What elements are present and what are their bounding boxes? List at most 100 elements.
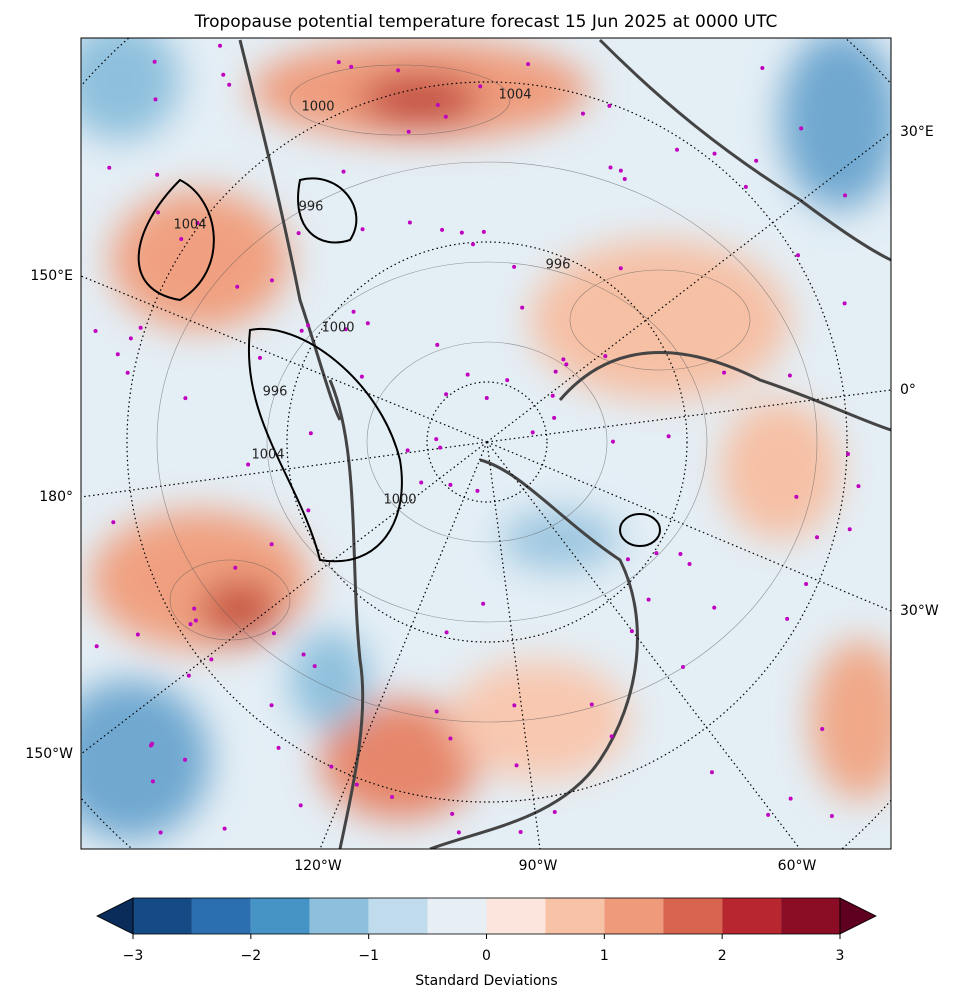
station-marker: [788, 796, 793, 801]
colorbar-segment: [722, 898, 782, 934]
station-marker: [186, 673, 191, 678]
colorbar-segment: [427, 898, 487, 934]
station-marker: [135, 632, 140, 637]
station-marker: [709, 770, 714, 775]
station-marker: [678, 552, 683, 557]
meridian: [319, 441, 488, 849]
station-marker: [179, 236, 184, 241]
station-marker: [514, 763, 519, 768]
station-marker: [530, 430, 535, 435]
contour-label: 1004: [251, 448, 284, 463]
station-marker: [475, 488, 480, 493]
graticule-label: 60°W: [778, 858, 817, 874]
meridian: [81, 441, 488, 498]
graticule-label: 180°: [39, 489, 73, 505]
station-marker: [526, 62, 531, 67]
station-marker: [465, 372, 470, 377]
station-marker: [552, 809, 557, 814]
station-marker: [434, 709, 439, 714]
station-marker: [257, 355, 262, 360]
station-marker: [94, 644, 99, 649]
colorbar-extend-under: [96, 897, 134, 935]
station-marker: [271, 631, 276, 636]
station-marker: [306, 508, 311, 513]
station-marker: [235, 284, 240, 289]
map-frame: [80, 37, 892, 850]
colorbar-segment: [781, 898, 840, 934]
station-marker: [246, 462, 251, 467]
station-marker: [435, 342, 440, 347]
station-marker: [115, 352, 120, 357]
graticule-label: 90°W: [519, 858, 558, 874]
station-marker: [470, 242, 475, 247]
station-marker: [609, 734, 614, 739]
colorbar-tick-label: −2: [241, 948, 262, 964]
station-marker: [444, 630, 449, 635]
colorbar-label: Standard Deviations: [415, 973, 557, 989]
station-marker: [329, 764, 334, 769]
station-marker: [351, 309, 356, 314]
station-marker: [552, 415, 557, 420]
meridian: [486, 441, 891, 612]
coastlines: [238, 38, 891, 849]
station-marker: [829, 814, 834, 819]
station-marker: [349, 64, 354, 69]
station-marker: [815, 535, 820, 540]
colorbar-tick-label: 3: [836, 948, 845, 964]
station-marker: [448, 482, 453, 487]
graticule-label: 150°W: [25, 746, 73, 762]
pressure-contours: [137, 177, 661, 563]
station-marker: [299, 328, 304, 333]
station-marker: [856, 484, 861, 489]
station-marker: [520, 305, 525, 310]
station-marker: [343, 327, 348, 332]
station-marker: [589, 702, 594, 707]
station-marker: [687, 561, 692, 566]
contour-label: 1000: [383, 493, 416, 508]
meridian: [486, 389, 891, 443]
station-marker: [306, 323, 311, 328]
station-marker: [209, 657, 214, 662]
station-marker: [674, 147, 679, 152]
graticule-label: 120°W: [294, 858, 342, 874]
station-marker: [336, 60, 341, 65]
station-marker: [128, 336, 133, 341]
station-marker: [804, 581, 809, 586]
station-marker: [152, 59, 157, 64]
station-marker: [359, 374, 364, 379]
contour-label: 1004: [173, 218, 206, 233]
station-marker: [405, 448, 410, 453]
graticule-label: 30°E: [900, 124, 934, 140]
station-marker: [443, 114, 448, 119]
station-marker: [712, 151, 717, 156]
station-marker: [195, 220, 200, 225]
meridian: [486, 131, 891, 443]
station-marker: [193, 618, 198, 623]
station-marker: [138, 325, 143, 330]
station-marker: [794, 494, 799, 499]
meridian: [486, 441, 801, 849]
graticule-label: 0°: [900, 382, 916, 398]
contour-label: 996: [263, 385, 288, 400]
station-marker: [227, 82, 232, 87]
station-marker: [360, 227, 365, 232]
station-marker: [607, 103, 612, 108]
station-marker: [183, 757, 188, 762]
station-marker: [553, 369, 558, 374]
station-marker: [419, 480, 424, 485]
graticule: [81, 38, 891, 849]
station-marker: [820, 727, 825, 732]
station-marker: [298, 803, 303, 808]
station-marker: [608, 165, 613, 170]
meridian: [486, 441, 541, 849]
station-marker: [564, 362, 569, 367]
station-marker: [712, 605, 717, 610]
station-marker: [158, 830, 163, 835]
station-marker: [269, 278, 274, 283]
colorbar: −3 −2 −1 0 1 2 3 Standard Deviations: [96, 897, 877, 989]
station-marker: [846, 451, 851, 456]
station-marker: [518, 830, 523, 835]
station-marker: [799, 126, 804, 131]
station-marker: [629, 629, 634, 634]
station-marker: [233, 565, 238, 570]
